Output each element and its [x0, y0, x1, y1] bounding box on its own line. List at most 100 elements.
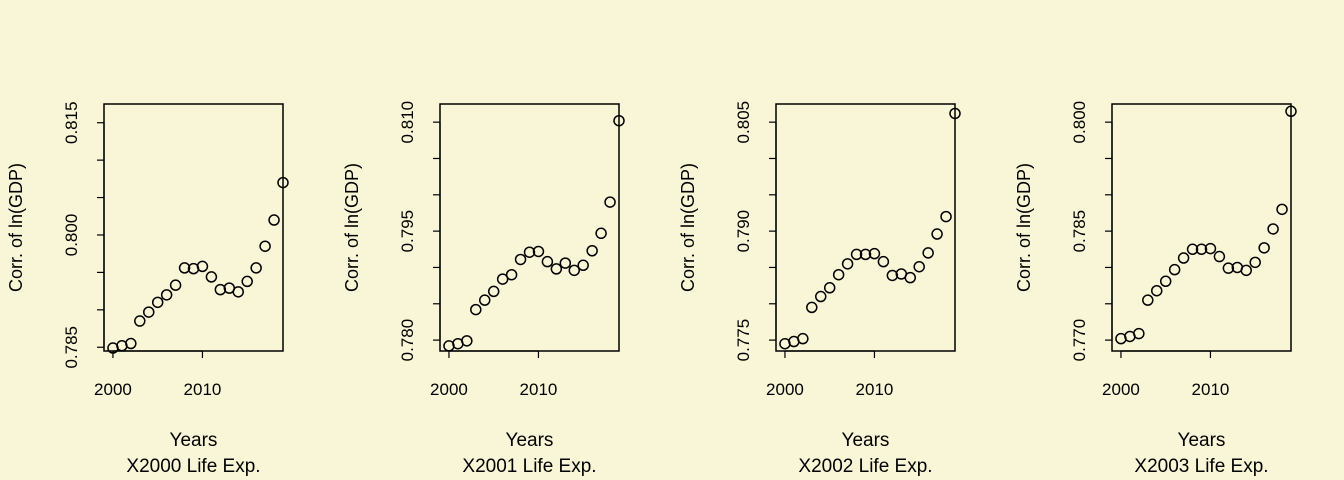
data-point: [496, 273, 509, 285]
x-tick-label: 2000: [766, 380, 804, 399]
plot-frame: [103, 103, 284, 352]
data-point: [523, 246, 536, 258]
chart-subtitle: X2000 Life Exp.: [126, 456, 260, 477]
data-point: [470, 303, 482, 316]
chart-subtitle: X2001 Life Exp.: [462, 456, 596, 477]
data-point: [196, 260, 209, 273]
data-point: [904, 271, 916, 284]
y-tick-label: 0.805: [734, 101, 753, 144]
data-point: [1133, 327, 1145, 340]
data-point: [868, 247, 881, 260]
data-point: [559, 257, 572, 269]
x-tick-label: 2000: [430, 380, 468, 399]
y-tick-label: 0.795: [398, 210, 417, 253]
data-point: [268, 214, 280, 226]
y-axis-label: Corr. of ln(GDP): [678, 163, 698, 292]
data-point: [1151, 284, 1163, 297]
data-point: [1249, 256, 1261, 269]
x-axis-label: Years: [170, 430, 218, 451]
data-point: [487, 285, 500, 298]
data-point: [797, 332, 809, 345]
data-point: [806, 301, 818, 314]
data-point: [125, 337, 137, 350]
data-point: [241, 275, 253, 288]
data-point: [815, 290, 827, 303]
y-tick-label: 0.770: [1070, 319, 1089, 362]
y-tick-label: 0.780: [398, 319, 417, 362]
data-point: [1267, 223, 1279, 235]
data-point: [143, 306, 155, 318]
data-point: [577, 259, 589, 272]
data-point: [850, 248, 863, 261]
data-point: [134, 315, 146, 327]
data-point: [823, 282, 836, 294]
data-point: [461, 335, 473, 347]
y-tick-label: 0.775: [734, 319, 753, 362]
x-tick-label: 2010: [184, 380, 222, 399]
y-tick-label: 0.785: [1070, 210, 1089, 253]
data-point: [205, 271, 218, 283]
data-point: [151, 296, 164, 309]
data-point: [922, 247, 934, 259]
data-point: [250, 262, 262, 274]
data-point: [1240, 264, 1252, 277]
x-tick-label: 2010: [1192, 380, 1230, 399]
x-tick-label: 2010: [520, 380, 558, 399]
y-tick-label: 0.815: [62, 101, 81, 144]
data-point: [1195, 243, 1208, 256]
chart-subtitle: X2003 Life Exp.: [1134, 456, 1268, 477]
data-point: [1186, 243, 1199, 256]
y-tick-label: 0.810: [398, 101, 417, 144]
data-point: [877, 255, 890, 268]
data-point: [259, 240, 271, 252]
data-point: [841, 258, 854, 270]
x-axis-label: Years: [842, 430, 890, 451]
x-axis-label: Years: [1178, 430, 1226, 451]
data-point: [1258, 242, 1270, 254]
data-point: [1204, 242, 1217, 255]
chart-panel-3: 2000 2010 0.775 0.790 0.805 Corr. of ln(GDP) Y…: [678, 101, 961, 477]
data-point: [550, 263, 563, 275]
x-axis-label: Years: [506, 430, 554, 451]
chart-panel-2: 2000 2010 0.780 0.795 0.810 Corr. of ln(GDP) Y…: [342, 101, 625, 477]
data-point: [541, 255, 554, 268]
data-point: [169, 279, 182, 291]
x-tick-label: 2000: [1102, 380, 1140, 399]
data-point: [1285, 105, 1297, 118]
y-tick-label: 0.785: [62, 326, 81, 369]
data-point: [604, 196, 616, 208]
data-point: [178, 262, 191, 274]
data-point: [1159, 275, 1172, 288]
data-point: [160, 289, 173, 301]
data-point: [1168, 263, 1181, 276]
data-point: [1276, 203, 1288, 216]
y-tick-label: 0.790: [734, 210, 753, 253]
data-point: [232, 286, 244, 298]
data-point: [859, 248, 872, 261]
data-point: [277, 176, 289, 189]
chart-subtitle: X2002 Life Exp.: [798, 456, 932, 477]
plot-frame: [439, 103, 620, 352]
x-tick-label: 2000: [94, 380, 132, 399]
data-point: [940, 210, 952, 223]
data-point: [1142, 294, 1154, 306]
y-tick-label: 0.800: [62, 214, 81, 257]
data-point: [532, 245, 545, 258]
data-point: [214, 283, 227, 296]
data-point: [1213, 250, 1226, 263]
data-point: [886, 269, 899, 282]
data-point: [832, 268, 845, 281]
data-point: [949, 107, 961, 120]
data-point: [514, 253, 527, 266]
x-tick-label: 2010: [856, 380, 894, 399]
plot-frame: [1111, 103, 1292, 352]
data-point: [586, 244, 598, 257]
data-point: [1177, 252, 1190, 264]
data-point: [1222, 262, 1235, 274]
y-axis-label: Corr. of ln(GDP): [1014, 163, 1034, 292]
data-point: [613, 114, 625, 127]
data-point: [931, 228, 943, 240]
y-axis-label: Corr. of ln(GDP): [6, 163, 26, 292]
data-point: [568, 264, 580, 277]
